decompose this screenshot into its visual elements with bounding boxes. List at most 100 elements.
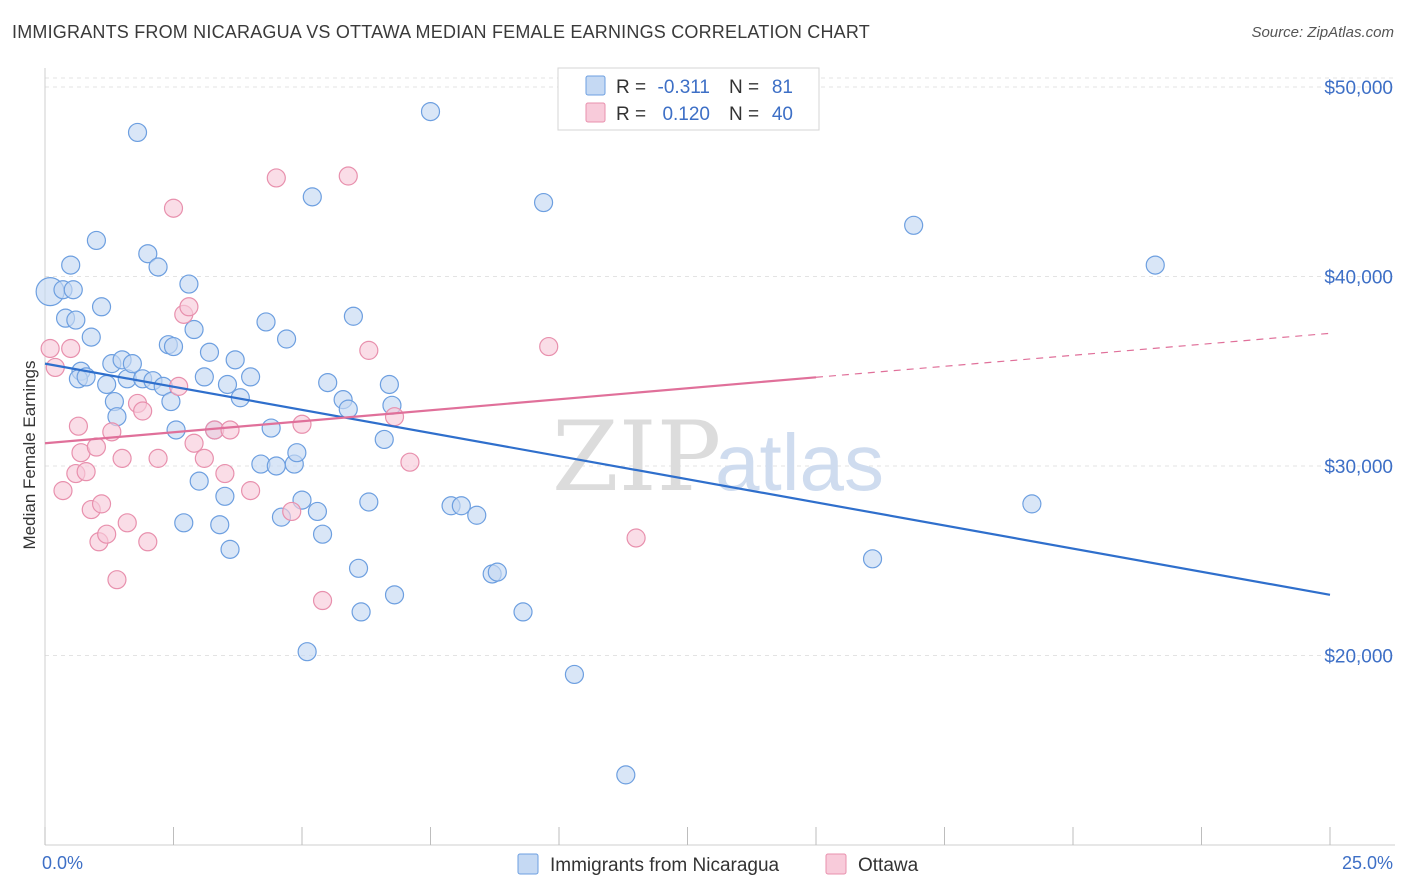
watermark-atlas: atlas	[715, 418, 884, 507]
chart-title: IMMIGRANTS FROM NICARAGUA VS OTTAWA MEDI…	[12, 22, 870, 42]
nicaragua-point	[163, 336, 184, 357]
ottawa-point	[133, 401, 153, 421]
legend-box: R = -0.311 N = 81 R = 0.120 N = 40	[557, 67, 820, 131]
nicaragua-point	[348, 558, 369, 578]
nicaragua-point	[127, 122, 148, 143]
nicaragua-point	[241, 367, 261, 387]
ottawa-point	[163, 198, 184, 218]
nicaragua-point	[384, 585, 405, 605]
nicaragua-point	[97, 374, 117, 395]
nicaragua-point	[166, 420, 186, 440]
nicaragua-point	[194, 367, 214, 387]
ottawa-point	[148, 448, 168, 468]
nicaragua-point	[379, 374, 399, 395]
nicaragua-point	[302, 187, 322, 207]
nicaragua-point	[220, 539, 240, 559]
nicaragua-point	[138, 244, 158, 264]
ottawa-point	[76, 462, 96, 482]
nicaragua-point	[297, 642, 317, 662]
nicaragua-point	[359, 492, 379, 512]
chart-source: Source: ZipAtlas.com	[1251, 24, 1394, 41]
nicaragua-trend-line	[44, 362, 1331, 596]
trend-layer	[44, 332, 1331, 596]
x-tick-label: 25.0%	[1342, 853, 1393, 873]
ottawa-point	[53, 481, 73, 501]
ottawa-point	[40, 338, 60, 359]
axes-layer: $20,000 $30,000 $40,000 $50,000 0.0% 25.0%	[42, 68, 1395, 873]
bottom-legend-swatch	[517, 853, 539, 875]
y-tick-label: $50,000	[1324, 78, 1393, 99]
nicaragua-point	[256, 312, 276, 332]
ottawa-point	[282, 501, 302, 522]
ottawa-point	[112, 448, 132, 468]
ottawa-point	[338, 166, 358, 186]
ottawa-point	[97, 524, 117, 544]
bottom-legend-swatch	[825, 853, 847, 875]
nicaragua-point	[81, 327, 101, 347]
nicaragua-point	[210, 515, 230, 535]
ottawa-point	[292, 414, 312, 434]
legend-r-label: R =	[616, 77, 646, 98]
nicaragua-point	[179, 274, 199, 294]
nicaragua-point	[312, 524, 333, 544]
ottawa-point	[384, 407, 405, 427]
nicaragua-point	[148, 257, 168, 277]
nicaragua-point	[184, 319, 204, 340]
ottawa-trend-line	[44, 376, 817, 445]
nicaragua-point	[287, 443, 307, 463]
nicaragua-point	[351, 602, 371, 622]
nicaragua-point	[451, 496, 471, 516]
nicaragua-point	[513, 602, 533, 622]
ottawa-trend-extension	[815, 332, 1331, 378]
ottawa-point	[184, 433, 204, 453]
ottawa-point	[117, 513, 137, 533]
legend-n-label: N =	[729, 77, 759, 98]
ottawa-point	[626, 528, 646, 548]
x-tick-label: 0.0%	[42, 853, 83, 873]
ottawa-point	[400, 452, 420, 472]
nicaragua-point	[487, 562, 507, 582]
y-tick-label: $30,000	[1324, 457, 1393, 478]
legend-swatch	[585, 102, 606, 123]
nicaragua-point	[374, 429, 394, 450]
legend-swatch	[585, 75, 606, 96]
nicaragua-point	[63, 280, 83, 300]
nicaragua-point	[564, 664, 585, 685]
nicaragua-point	[1145, 255, 1165, 275]
bottom-legend: Immigrants from Nicaragua Ottawa	[517, 853, 919, 876]
ottawa-point	[359, 340, 379, 360]
ottawa-point	[215, 463, 235, 484]
nicaragua-point	[533, 192, 554, 213]
nicaragua-point	[215, 486, 235, 506]
nicaragua-point	[217, 374, 238, 395]
nicaragua-point	[91, 297, 112, 317]
ottawa-point	[312, 590, 333, 611]
nicaragua-point	[199, 342, 220, 362]
y-tick-label: $40,000	[1324, 267, 1393, 288]
nicaragua-point	[86, 230, 107, 251]
y-axis-title: Median Female Earnings	[20, 361, 39, 550]
nicaragua-point	[338, 399, 358, 419]
nicaragua-point	[420, 101, 441, 122]
legend-r-value: -0.311	[658, 77, 710, 98]
watermark: ZIP atlas	[552, 401, 884, 513]
nicaragua-point	[266, 456, 286, 476]
grid-layer	[45, 77, 1395, 656]
ottawa-point	[91, 494, 112, 514]
ottawa-point	[107, 570, 127, 590]
nicaragua-point	[225, 350, 245, 370]
nicaragua-point	[904, 215, 924, 235]
nicaragua-point	[307, 501, 328, 522]
ottawa-point	[241, 481, 261, 501]
legend-n-value: 81	[772, 77, 793, 98]
y-tick-label: $20,000	[1324, 646, 1393, 667]
ottawa-point	[86, 437, 107, 457]
nicaragua-point	[66, 310, 86, 330]
watermark-zip: ZIP	[552, 401, 721, 513]
ottawa-point	[194, 448, 214, 468]
nicaragua-point	[1022, 494, 1042, 514]
nicaragua-point	[467, 505, 487, 525]
nicaragua-point	[276, 329, 297, 349]
nicaragua-point	[343, 306, 363, 326]
